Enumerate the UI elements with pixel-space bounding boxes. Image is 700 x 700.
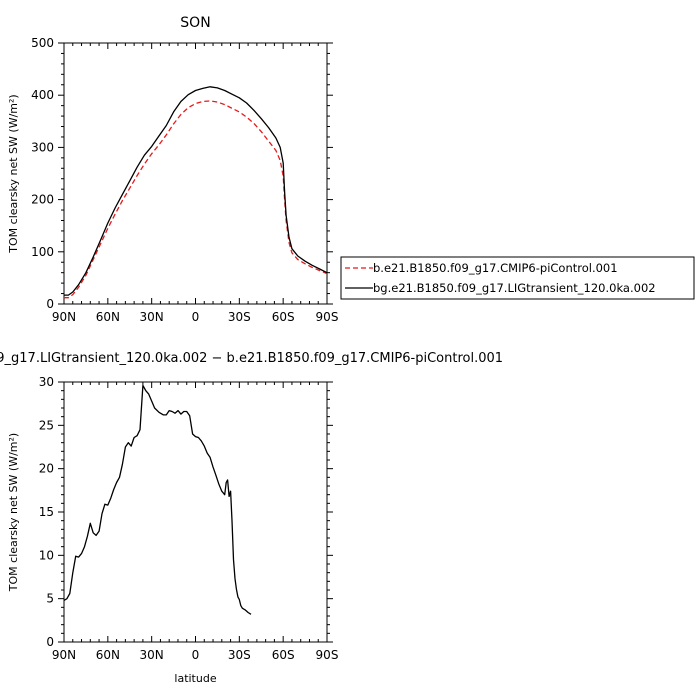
chart1-legend-label: b.e21.B1850.f09_g17.CMIP6-piControl.001 xyxy=(373,261,618,275)
chart1-y-tick-label: 200 xyxy=(31,193,54,207)
chart1-y-axis-label: TOM clearsky net SW (W/m²) xyxy=(7,94,20,253)
chart2-y-tick-label: 25 xyxy=(39,418,54,432)
chart2-y-axis-label: TOM clearsky net SW (W/m²) xyxy=(7,433,20,592)
chart2-x-tick-label: 60S xyxy=(272,648,295,662)
chart2-y-tick-label: 20 xyxy=(39,462,54,476)
chart1-title: SON xyxy=(180,15,210,31)
chart2-x-tick-label: 30S xyxy=(228,648,251,662)
chart1-x-tick-label: 90N xyxy=(52,310,76,324)
chart1-legend-box xyxy=(340,256,695,300)
chart1-x-tick-label: 60S xyxy=(272,310,295,324)
chart1-series-line-1 xyxy=(64,100,328,299)
chart1-plot-frame xyxy=(63,42,328,305)
chart2-x-tick-label: 0 xyxy=(192,648,200,662)
chart1-y-tick-label: 300 xyxy=(31,140,54,154)
chart2-plot-frame xyxy=(63,381,328,643)
chart2-y-tick-label: 10 xyxy=(39,548,54,562)
chart2-y-tick-label: 30 xyxy=(39,375,54,389)
chart1-x-tick-label: 0 xyxy=(192,310,200,324)
chart1-y-tick-label: 500 xyxy=(31,36,54,50)
chart2-x-axis-label: latitude xyxy=(174,672,216,685)
chart2-y-tick-label: 15 xyxy=(39,505,54,519)
chart1-series-line-2 xyxy=(64,86,328,296)
chart1-y-tick-label: 100 xyxy=(31,245,54,259)
chart1-y-tick-label: 400 xyxy=(31,88,54,102)
chart1-x-tick-label: 30S xyxy=(228,310,251,324)
chart2-y-tick-label: 5 xyxy=(46,592,54,606)
chart2-title: bg.e21.B1850.f09_g17.LIGtransient_120.0k… xyxy=(0,351,503,366)
chart2-x-tick-label: 60N xyxy=(96,648,120,662)
chart1-x-tick-label: 60N xyxy=(96,310,120,324)
chart1-x-tick-label: 90S xyxy=(316,310,339,324)
chart2-x-tick-label: 30N xyxy=(140,648,164,662)
chart2-series-line-1 xyxy=(63,384,252,615)
chart2-x-tick-label: 90N xyxy=(52,648,76,662)
chart2-x-tick-label: 90S xyxy=(316,648,339,662)
chart1-x-tick-label: 30N xyxy=(140,310,164,324)
chart1-y-tick-label: 0 xyxy=(46,297,54,311)
chart2-y-tick-label: 0 xyxy=(46,635,54,649)
chart1-legend-label: bg.e21.B1850.f09_g17.LIGtransient_120.0k… xyxy=(373,281,656,295)
